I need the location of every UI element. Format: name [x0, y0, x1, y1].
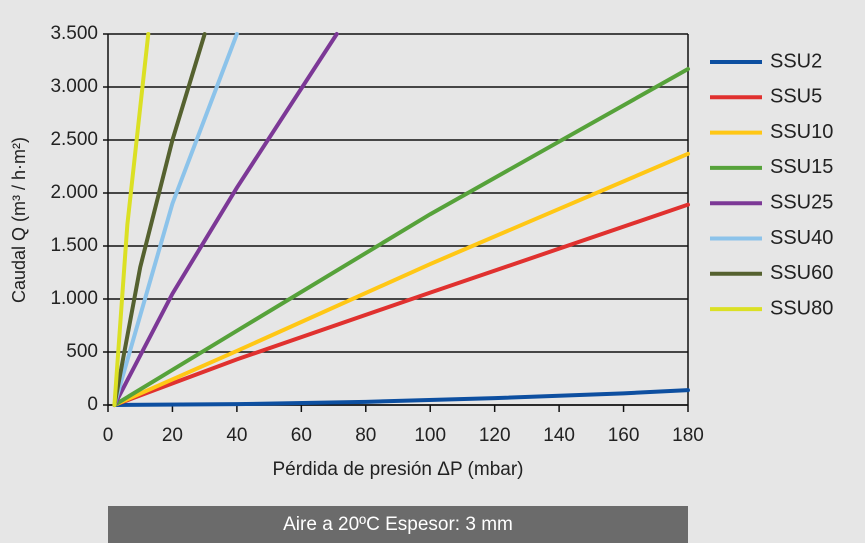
- legend-label: SSU15: [770, 156, 833, 178]
- series-line: [112, 32, 151, 407]
- legend-label: SSU10: [770, 121, 833, 143]
- series-line: [112, 151, 690, 407]
- y-axis-label: Caudal Q (m³ / h·m²): [9, 137, 29, 303]
- y-tick-label: 1.000: [50, 288, 98, 309]
- annotation: Aire a 20ºC Espesor: 3 mm: [283, 514, 513, 535]
- legend-label: SSU40: [770, 227, 833, 249]
- x-tick-label: 120: [479, 425, 511, 446]
- legend-label: SSU25: [770, 191, 833, 213]
- x-tick-label: 140: [543, 425, 575, 446]
- x-tick-label: 160: [608, 425, 640, 446]
- x-tick-label: 40: [226, 425, 247, 446]
- annotation-bar: [108, 506, 688, 543]
- x-tick-label: 0: [103, 425, 114, 446]
- x-tick-label: 60: [291, 425, 312, 446]
- series-line: [112, 32, 339, 407]
- legend-label: SSU2: [770, 50, 822, 72]
- x-axis-label: Pérdida de presión ΔP (mbar): [272, 459, 523, 480]
- x-tick-label: 80: [355, 425, 376, 446]
- series-line: [112, 388, 690, 407]
- y-tick-label: 1.500: [50, 235, 98, 256]
- y-tick-label: 2.500: [50, 129, 98, 150]
- series-line: [112, 32, 207, 407]
- x-tick-label: 180: [672, 425, 704, 446]
- legend-label: SSU5: [770, 86, 822, 108]
- series-line: [112, 202, 690, 407]
- x-tick-label: 20: [162, 425, 183, 446]
- y-tick-label: 3.000: [50, 76, 98, 97]
- series-line: [112, 66, 690, 407]
- series-line: [112, 32, 239, 407]
- legend-label: SSU60: [770, 262, 833, 284]
- y-tick-label: 2.000: [50, 182, 98, 203]
- legend-label: SSU80: [770, 297, 833, 319]
- y-tick-label: 0: [87, 394, 98, 415]
- x-tick-label: 100: [414, 425, 446, 446]
- y-tick-label: 3.500: [50, 23, 98, 44]
- y-tick-label: 500: [66, 341, 98, 362]
